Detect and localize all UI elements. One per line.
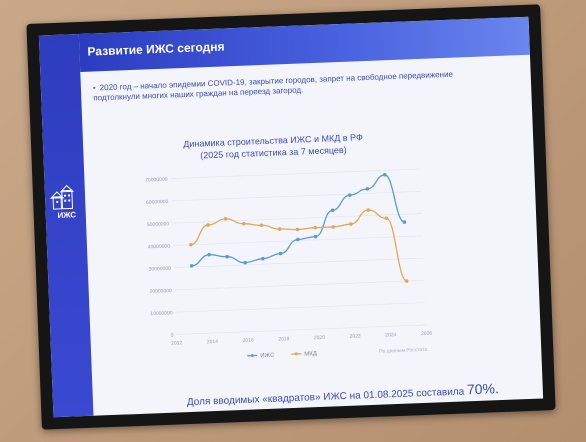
data-point	[225, 254, 229, 259]
y-tick-label: 70000000	[145, 177, 168, 184]
gridline	[175, 302, 426, 313]
gridline	[173, 257, 424, 268]
gridline	[176, 324, 427, 335]
logo-text: ИЖС	[57, 210, 77, 220]
y-tick-label: 60000000	[146, 199, 169, 206]
data-point	[404, 279, 409, 283]
gridline	[171, 190, 422, 202]
data-point	[223, 217, 228, 221]
data-point	[207, 252, 211, 257]
presentation-slide: ИЖС Развитие ИЖС сегодня • 2020 год – нач…	[38, 16, 544, 418]
house-icon	[49, 184, 75, 210]
data-point	[206, 223, 210, 227]
data-point	[259, 223, 264, 228]
y-tick-label: 20000000	[149, 288, 172, 295]
data-point	[349, 222, 353, 226]
y-tick-label: 30000000	[149, 266, 172, 273]
slide-side-band: ИЖС	[38, 34, 94, 418]
data-point	[278, 251, 283, 256]
series-line-2	[190, 209, 408, 282]
data-point	[313, 225, 318, 230]
bullet-dot-icon: •	[92, 83, 96, 93]
slide-footer: Доля вводимых «квадратов» ИЖС на 01.08.2…	[163, 379, 523, 409]
data-point	[295, 227, 300, 232]
legend-label: ИЖС	[260, 353, 275, 360]
data-point	[243, 260, 247, 265]
slide-bullet: • 2020 год – начало эпидемии COVID-19, за…	[93, 68, 493, 103]
data-point	[365, 187, 370, 191]
data-point	[382, 173, 387, 177]
chart-source: По данным Росстата	[379, 347, 428, 355]
data-point	[402, 220, 407, 224]
data-point	[277, 227, 282, 231]
footer-statement: Доля вводимых «квадратов» ИЖС на 01.08.2…	[186, 386, 465, 409]
y-tick-label: 40000000	[148, 244, 171, 251]
x-tick-label: 2014	[207, 339, 219, 345]
data-point	[313, 234, 318, 239]
bullet-text: 2020 год – начало эпидемии COVID-19, зак…	[93, 69, 454, 103]
x-tick-label: 2016	[242, 338, 254, 344]
gridline	[170, 168, 421, 179]
data-point	[384, 216, 389, 221]
gridline	[172, 213, 422, 224]
data-point	[189, 264, 194, 268]
y-tick-label: 0	[171, 333, 174, 339]
data-point	[296, 237, 300, 242]
y-tick-label: 10000000	[150, 310, 173, 317]
data-point	[330, 208, 335, 213]
legend-label: МКД	[304, 351, 317, 357]
monitor-bezel: ИЖС Развитие ИЖС сегодня • 2020 год – нач…	[26, 4, 556, 430]
footer-percentage: 70%.	[466, 380, 500, 398]
x-tick-label: 2018	[278, 336, 290, 342]
data-point	[347, 193, 352, 197]
legend-marker	[294, 352, 298, 356]
legend-marker	[250, 354, 254, 358]
slide-title: Развитие ИЖС сегодня	[87, 39, 225, 59]
gridline	[174, 280, 425, 291]
data-point	[189, 242, 193, 247]
x-tick-label: 2022	[350, 333, 362, 339]
y-tick-label: 50000000	[147, 221, 170, 228]
data-point	[331, 225, 335, 229]
line-chart: 0 10000000 20000000 30000000 40000000 5000000…	[145, 168, 433, 360]
data-point	[241, 221, 246, 226]
x-tick-label: 2026	[421, 331, 433, 337]
x-tick-label: 2020	[314, 335, 326, 341]
izhs-logo: ИЖС	[49, 184, 85, 225]
x-tick-label: 2024	[385, 332, 397, 338]
chart-title-block: Динамика строительства ИЖС и МКД в РФ (2…	[153, 130, 394, 163]
data-point	[366, 208, 371, 212]
data-point	[261, 256, 265, 261]
x-tick-label: 2012	[171, 340, 183, 346]
slide-title-bar: Развитие ИЖС сегодня	[78, 16, 530, 72]
